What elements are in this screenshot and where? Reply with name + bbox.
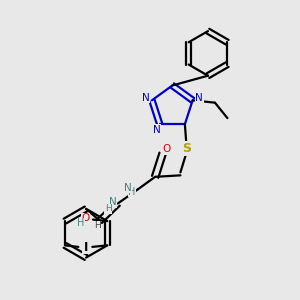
Text: I: I — [83, 241, 87, 254]
Text: O: O — [162, 144, 171, 154]
Text: H: H — [128, 187, 136, 197]
Text: S: S — [182, 142, 191, 155]
Text: I: I — [84, 241, 88, 254]
Text: H: H — [77, 218, 85, 228]
Text: N: N — [195, 93, 203, 103]
Text: N: N — [142, 93, 149, 103]
Text: N: N — [124, 182, 131, 193]
Text: H: H — [94, 221, 101, 230]
Text: O: O — [81, 213, 90, 224]
Text: N: N — [153, 124, 160, 135]
Text: N: N — [109, 197, 117, 207]
Text: H: H — [105, 204, 112, 213]
